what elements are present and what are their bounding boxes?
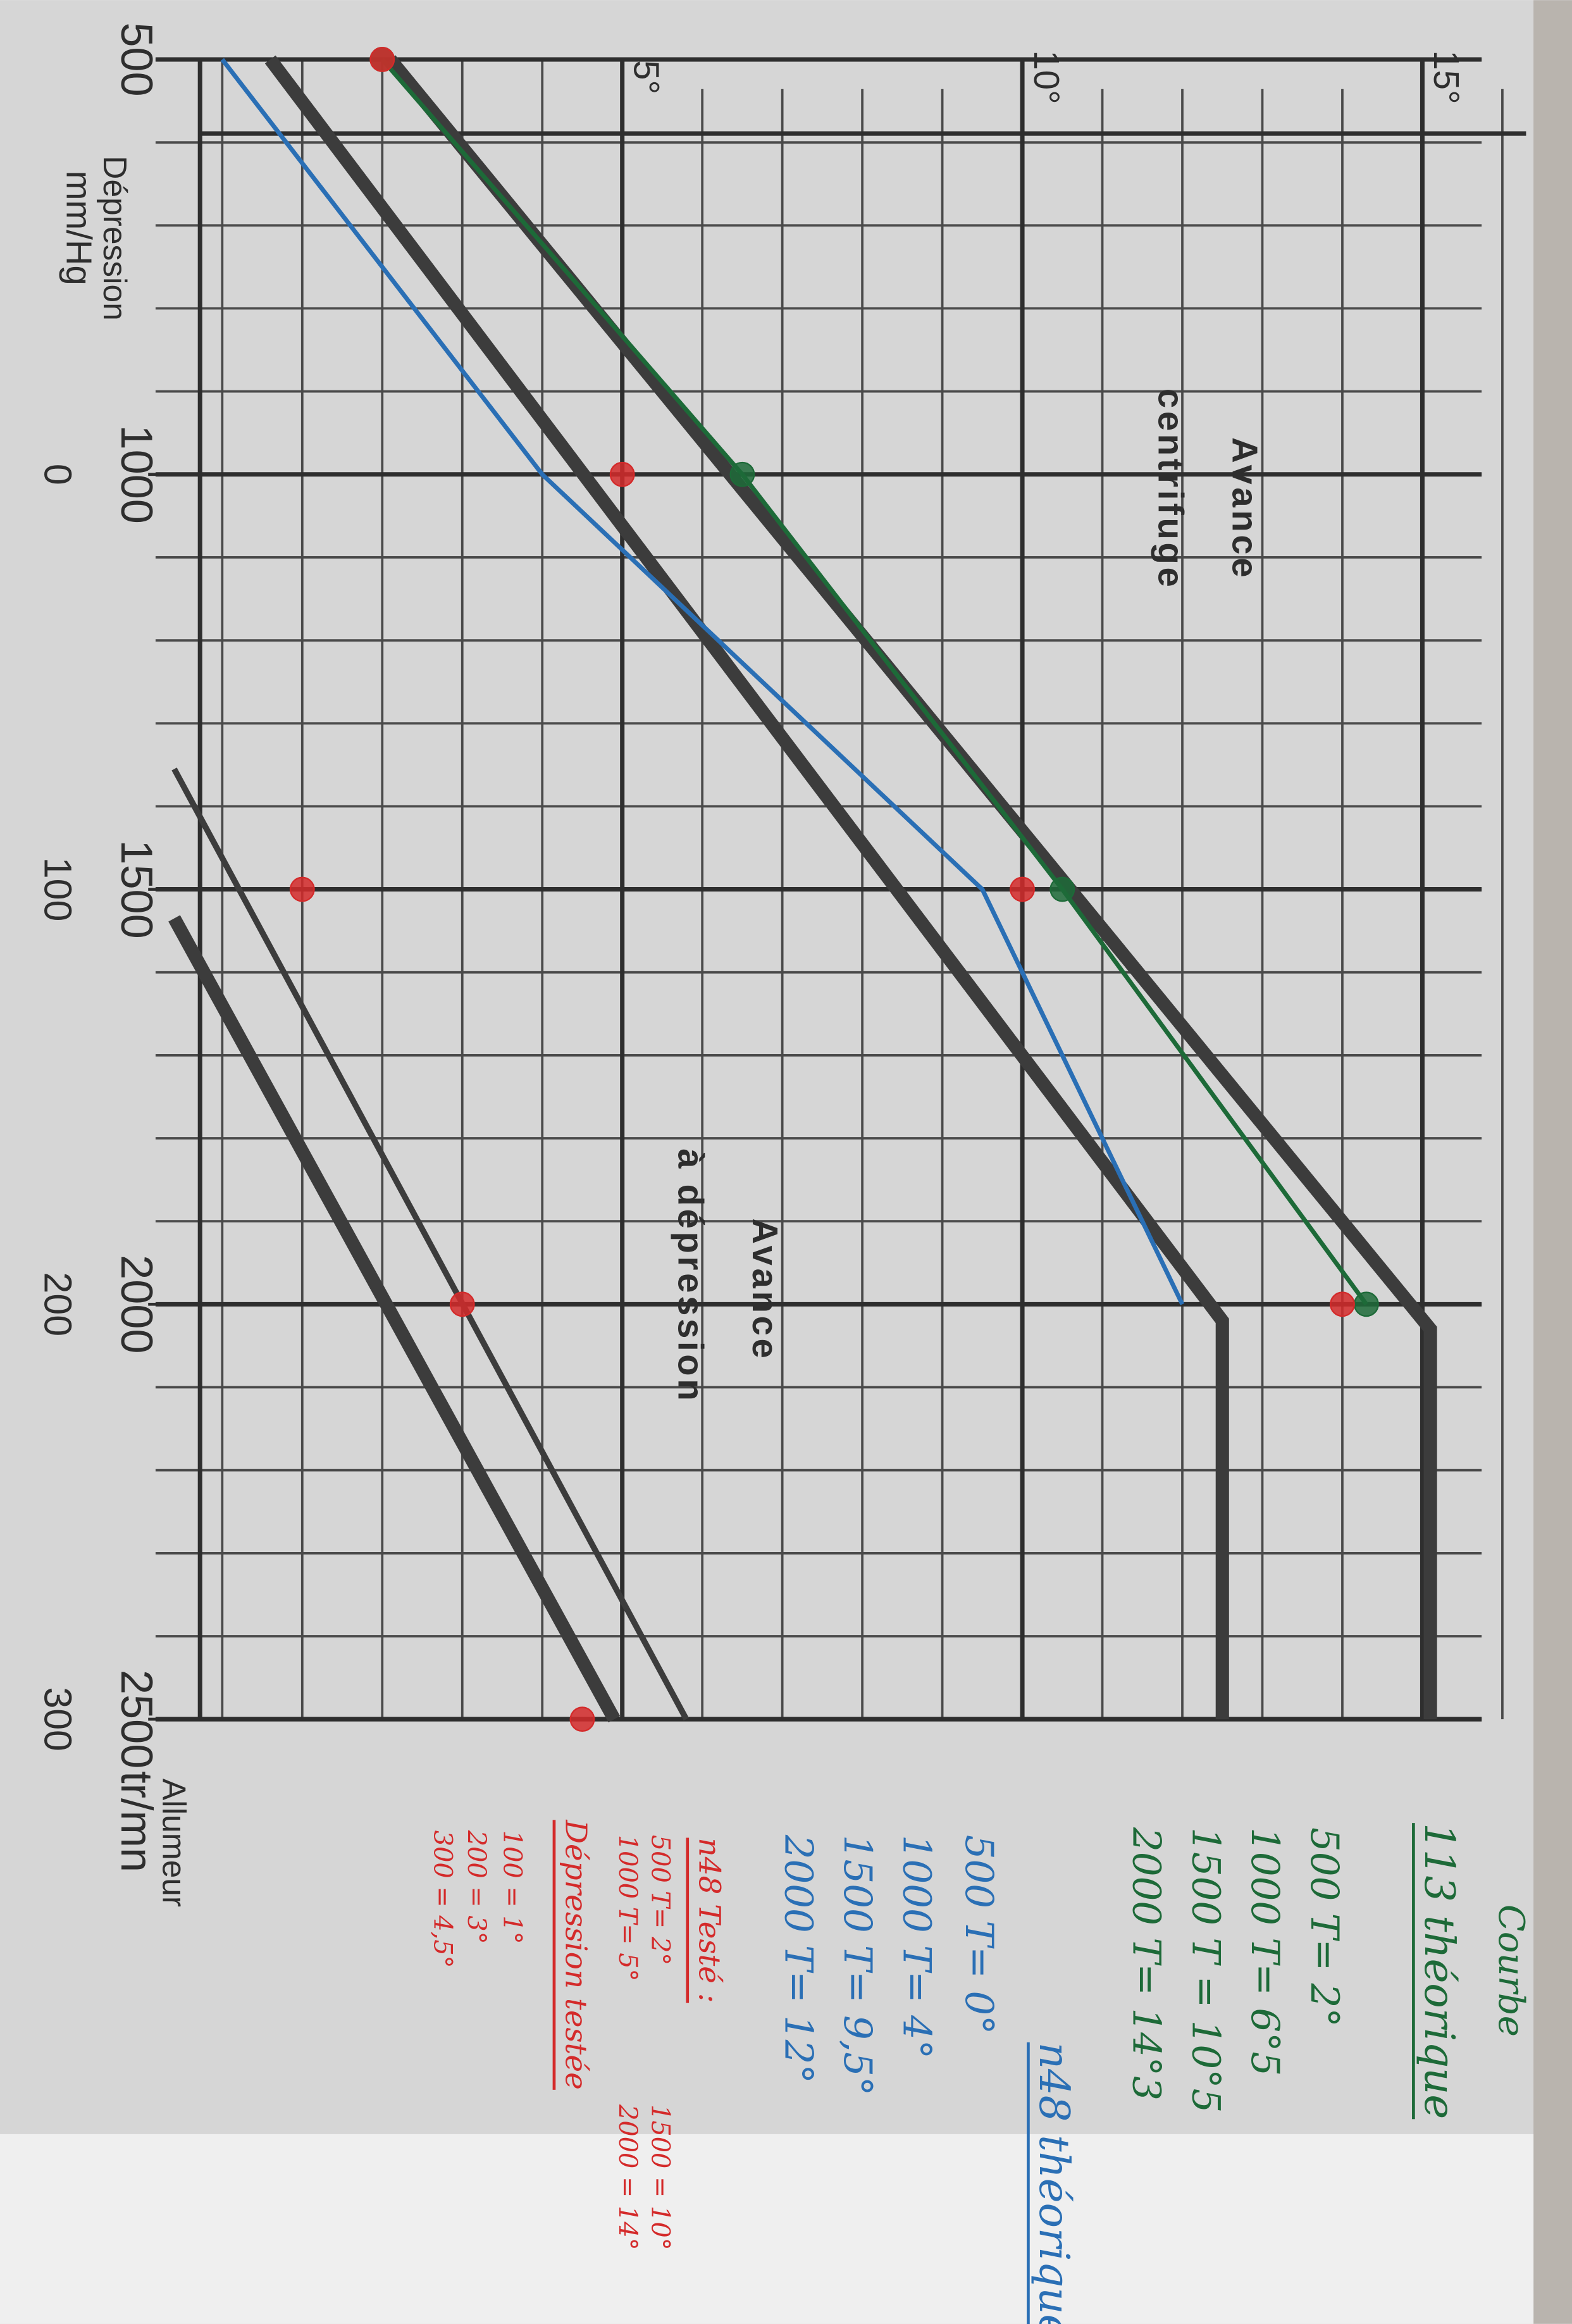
- note: 500 T= 0°: [956, 1835, 1001, 2035]
- x2-tick-label: 300: [36, 1687, 79, 1751]
- y-tick-label: 10°: [1027, 51, 1067, 104]
- point: [609, 461, 635, 487]
- note: 100 = 1°: [497, 1830, 526, 1944]
- legend-entry: 113 théorique: [1415, 1823, 1463, 2119]
- annotation: Avance: [1225, 437, 1265, 580]
- point: [1010, 876, 1035, 902]
- hand-curve: [380, 58, 1368, 1306]
- point: [289, 876, 315, 902]
- point: [1049, 876, 1075, 902]
- x2-unit: mm/Hg: [59, 171, 99, 285]
- legend-entry: n48 Testé :: [691, 1838, 726, 2003]
- point: [1354, 1291, 1379, 1317]
- heading: Courbe: [1490, 1905, 1532, 2037]
- point: [449, 1291, 475, 1317]
- y-tick-label: 15°: [1427, 51, 1466, 104]
- note: 2000 T= 14°3: [1124, 1827, 1169, 2101]
- legend-entry: Dépression testée: [559, 1819, 593, 2089]
- paper-light: [0, 2134, 1534, 2324]
- x-unit: tr/mn: [112, 1771, 162, 1872]
- point: [369, 47, 395, 72]
- printed-curve: [171, 767, 689, 1721]
- x-label: Allumeur: [156, 1779, 193, 1907]
- x2-label: Dépression: [97, 156, 133, 321]
- point: [1330, 1291, 1355, 1317]
- note: 2000 = 14°: [613, 2104, 642, 2250]
- note: 300 = 4,5°: [428, 1830, 457, 1968]
- y-tick-label: 5°: [626, 60, 666, 94]
- x-tick-label: 500: [112, 22, 162, 96]
- point: [729, 461, 755, 487]
- note: 500 T= 2°: [1302, 1827, 1347, 2027]
- paper-shadow: [0, 0, 1534, 2134]
- paper-edge: [1533, 0, 1572, 2324]
- note: 1500 T= 9,5°: [835, 1835, 880, 2096]
- note: 1000 T= 4°: [894, 1835, 939, 2059]
- note: 1000 T= 6°5: [1242, 1827, 1287, 2076]
- note: 1500 T = 10°5: [1183, 1827, 1228, 2113]
- note: 2000 T= 12°: [776, 1834, 820, 2084]
- annotation: à dépression: [671, 1148, 711, 1403]
- printed-curve: [264, 55, 1229, 1720]
- legend-entry: n48 théorique: [1030, 2042, 1078, 2324]
- hand-curve: [220, 58, 1185, 1305]
- note: 1500 = 10°: [646, 2104, 675, 2250]
- note: 1000 T= 5°: [613, 1835, 642, 1982]
- printed-curve: [168, 915, 621, 1723]
- annotation: Avance: [745, 1219, 785, 1362]
- note: 200 = 3°: [462, 1830, 491, 1944]
- point: [569, 1706, 595, 1732]
- note: 500 T= 2°: [646, 1835, 675, 1965]
- annotation: centrifuge: [1151, 388, 1191, 590]
- x2-tick-label: 100: [36, 857, 79, 922]
- x2-tick-label: 0: [36, 464, 79, 485]
- x2-tick-label: 200: [36, 1272, 79, 1337]
